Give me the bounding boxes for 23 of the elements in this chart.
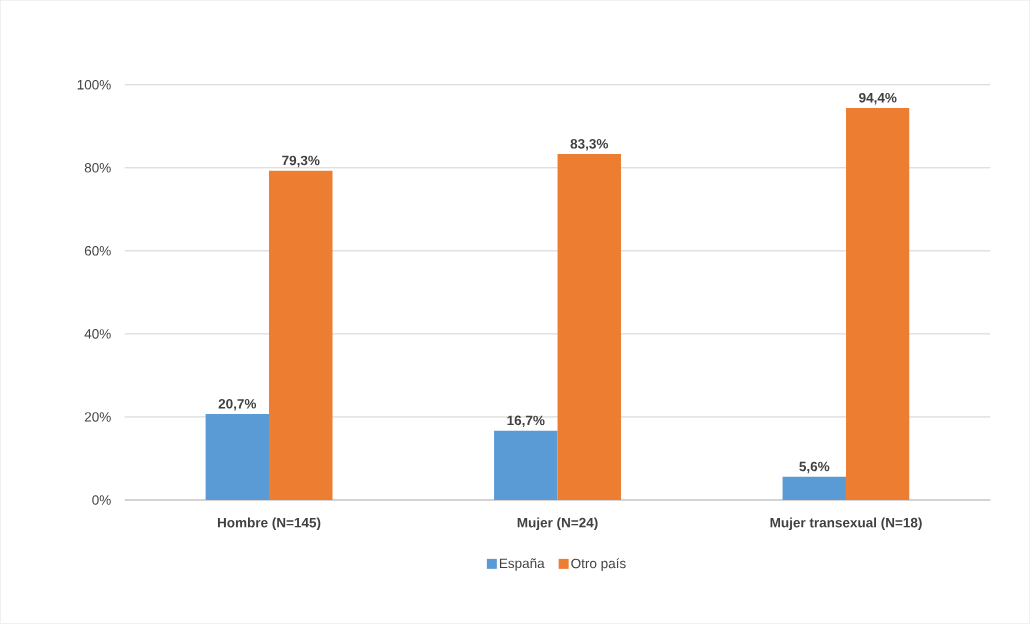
y-tick-label: 80% [84,163,111,173]
legend-label: Otro país [571,558,626,572]
legend-label: España [499,558,545,571]
bar [494,430,558,501]
data-label: 94,4% [859,93,897,105]
data-label: 5,6% [799,461,830,474]
y-tick-label: 0% [92,495,111,505]
x-tick-label: Hombre (N=145) [217,517,321,531]
bar [269,170,333,501]
data-label: 83,3% [570,139,609,151]
x-tick-label: Mujer (N=24) [517,517,598,531]
y-tick-label: 60% [84,246,111,256]
data-label: 20,7% [218,399,257,411]
bar [557,154,621,501]
data-label: 16,7% [507,415,545,428]
y-tick-label: 20% [84,412,111,422]
bar [846,108,910,501]
bar [782,476,847,501]
y-tick-label: 40% [84,329,111,339]
x-tick-label: Mujer transexual (N=18) [770,517,922,531]
data-label: 79,3% [282,155,320,168]
bar [205,414,270,501]
y-tick-label: 100% [77,80,111,90]
